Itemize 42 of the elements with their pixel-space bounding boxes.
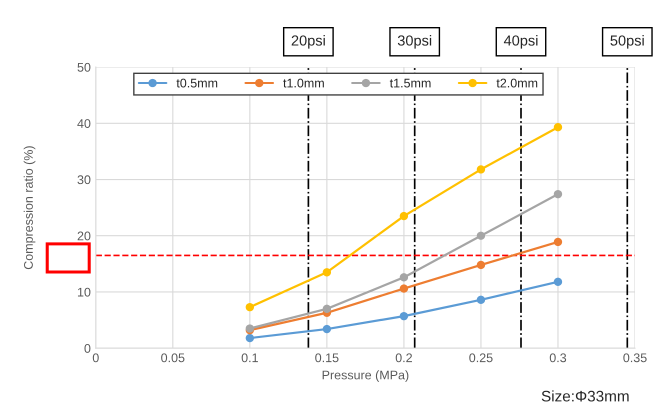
y-tick-label: 50 <box>78 62 90 72</box>
y-tick-label: 0 <box>84 344 90 353</box>
x-tick-label: 0 <box>92 353 99 362</box>
point <box>246 334 254 342</box>
point <box>400 212 408 220</box>
x-tick-label: 0.2 <box>396 353 412 362</box>
x-tick-label: 0.1 <box>242 353 258 362</box>
point <box>554 190 562 198</box>
ref-line-label: 20psi <box>292 34 325 49</box>
text: Size:Φ33mm <box>542 390 629 402</box>
x-tick-label: 0.25 <box>469 353 493 362</box>
y-tick-label: 10 <box>78 288 90 297</box>
ref-line-label: 50psi <box>610 34 644 49</box>
point <box>400 273 408 282</box>
y-tick-label: 30 <box>77 175 90 184</box>
point <box>554 238 562 246</box>
y-tick-label: 40 <box>77 119 90 128</box>
x-tick-label: 0.05 <box>161 353 184 362</box>
legend-label: t1.0mm <box>283 78 324 88</box>
point <box>476 260 486 270</box>
y-tick-label: 20 <box>78 232 90 240</box>
point <box>554 278 562 286</box>
x-tick-label: 0.15 <box>315 353 339 362</box>
point <box>322 304 332 313</box>
x-axis-title: Pressure (MPa) <box>322 370 408 382</box>
x-tick-label: 0.35 <box>623 353 647 362</box>
legend-label: t1.5mm <box>390 78 431 88</box>
legend-label: t0.5mm <box>176 78 218 88</box>
x-tick-label: 0.3 <box>550 353 566 362</box>
legend-label: t2.0mm <box>496 78 538 88</box>
point <box>400 284 408 293</box>
ref-line-label: 30psi <box>398 34 432 49</box>
point <box>322 268 332 276</box>
point <box>476 165 486 174</box>
point <box>476 232 486 240</box>
point <box>400 312 408 320</box>
point <box>322 324 332 334</box>
point <box>246 302 254 312</box>
ref-line-label: 40psi <box>504 34 538 49</box>
point <box>476 296 486 304</box>
point <box>554 123 562 132</box>
y-axis-title: Compression ratio (%) <box>24 146 36 270</box>
